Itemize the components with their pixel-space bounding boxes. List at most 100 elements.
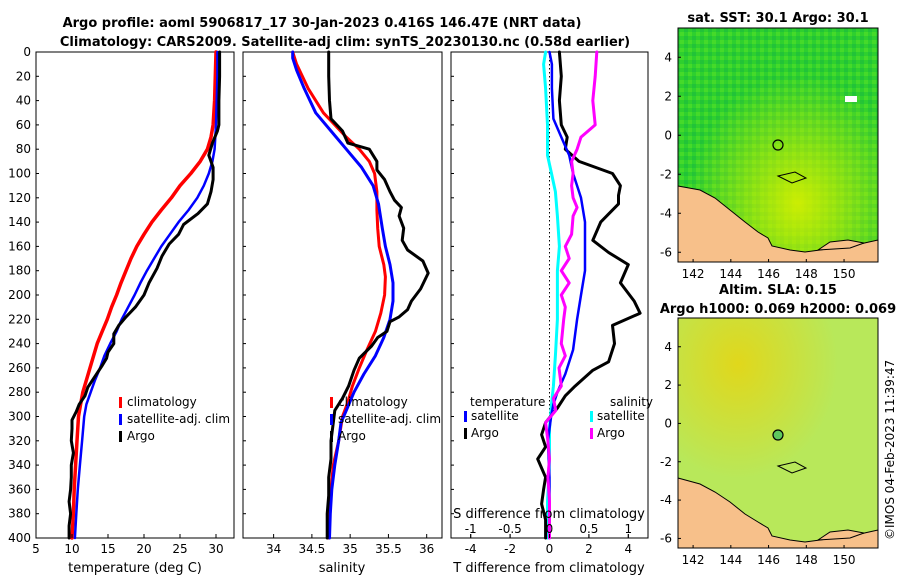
y-tick-label: 200 (8, 288, 31, 302)
legend-swatch-satellite (330, 414, 333, 425)
y-tick-label: 40 (16, 94, 31, 108)
sst-axes (677, 27, 879, 263)
y-tick-label: 320 (8, 434, 31, 448)
x-tick-label: 30 (208, 542, 223, 556)
map-x-tick-label: 148 (795, 267, 818, 281)
series-satellite-adj-clim (291, 50, 395, 540)
y-tick-label: 100 (8, 167, 31, 181)
series-satellite-adj-clim (73, 50, 219, 540)
y-tick-label: 160 (8, 239, 31, 253)
map-y-tick-label: -2 (660, 167, 672, 181)
y-tick-label: 360 (8, 482, 31, 496)
legend-satellite: satellite-adj. clim (338, 412, 441, 426)
map-x-tick-label: 144 (719, 553, 742, 567)
temperature-legend: climatology satellite-adj. clim Argo (119, 395, 230, 443)
map-x-tick-label: 146 (757, 553, 780, 567)
series-s-satellite (546, 50, 587, 540)
legend-swatch-climatology (330, 397, 333, 408)
x-tick-label: 25 (172, 542, 187, 556)
x-tick-label: 15 (100, 542, 115, 556)
series-climatology (291, 50, 387, 540)
legend-s-argo: Argo (597, 426, 625, 440)
y-tick-label: 180 (8, 264, 31, 278)
legend-climatology: climatology (338, 395, 408, 409)
map-y-tick-label: -6 (660, 245, 672, 259)
legend-salinity-title: salinity (610, 395, 653, 409)
y-tick-label: 60 (16, 118, 31, 132)
map-y-tick-label: -2 (660, 455, 672, 469)
y-tick-label: 80 (16, 142, 31, 156)
legend-t-argo: Argo (471, 426, 499, 440)
y-tick-label: 140 (8, 215, 31, 229)
x-tick-label: 10 (64, 542, 79, 556)
x-tick-label: 34.5 (299, 542, 326, 556)
x-tick-label: -1 (465, 522, 477, 536)
map-y-tick-label: 2 (664, 378, 672, 392)
y-tick-label: 0 (23, 45, 31, 59)
x-tick-label: 0 (546, 522, 554, 536)
x-tick-label: 1 (624, 522, 632, 536)
salinity-legend: climatology satellite-adj. clim Argo (330, 395, 441, 443)
map-y-tick-label: 2 (664, 89, 672, 103)
y-tick-label: 380 (8, 507, 31, 521)
y-tick-label: 300 (8, 410, 31, 424)
legend-satellite: satellite-adj. clim (127, 412, 230, 426)
y-tick-label: 260 (8, 361, 31, 375)
series-t-argo (536, 50, 642, 540)
legend-swatch-argo (330, 431, 333, 442)
map-y-tick-label: 4 (664, 340, 672, 354)
y-tick-label: 280 (8, 385, 31, 399)
salinity-xlabel: salinity (319, 561, 366, 576)
x-tick-label: -2 (504, 542, 516, 556)
x-tick-label: 35.5 (375, 542, 402, 556)
sla-reef (776, 461, 808, 474)
legend-climatology: climatology (127, 395, 197, 409)
legend-swatch-t-satellite (464, 411, 467, 422)
legend-swatch-s-satellite (590, 411, 593, 422)
s-diff-xlabel: S difference from climatology (453, 507, 645, 522)
difference-legend: temperature satellite Argo salinity sate… (464, 395, 653, 440)
y-tick-label: 120 (8, 191, 31, 205)
sla-axes (677, 317, 879, 549)
x-tick-label: 4 (624, 542, 632, 556)
y-tick-label: 240 (8, 337, 31, 351)
y-tick-label: 340 (8, 458, 31, 472)
x-tick-label: 35 (343, 542, 358, 556)
series-argo (325, 50, 430, 540)
legend-argo: Argo (127, 429, 155, 443)
x-tick-label: 20 (136, 542, 151, 556)
x-tick-label: -4 (465, 542, 477, 556)
sla-island (816, 529, 866, 541)
x-tick-label: 5 (32, 542, 40, 556)
x-tick-label: -0.5 (498, 522, 521, 536)
map-x-tick-label: 146 (757, 267, 780, 281)
map-y-tick-label: -6 (660, 531, 672, 545)
legend-s-satellite: satellite (597, 409, 645, 423)
map-y-tick-label: 0 (664, 416, 672, 430)
map-x-tick-label: 150 (833, 553, 856, 567)
legend-swatch-climatology (119, 397, 122, 408)
sst-missing-cell (845, 96, 857, 102)
sst-argo-marker (772, 139, 784, 151)
salinity-axes (242, 51, 443, 539)
map-x-tick-label: 142 (682, 267, 705, 281)
series-climatology (70, 50, 218, 540)
map-y-tick-label: -4 (660, 493, 672, 507)
legend-swatch-satellite (119, 414, 122, 425)
map-x-tick-label: 150 (833, 267, 856, 281)
legend-t-satellite: satellite (471, 409, 519, 423)
x-tick-label: 0.5 (579, 522, 598, 536)
x-tick-label: 0 (546, 542, 554, 556)
title-line2: Climatology: CARS2009. Satellite-adj cli… (60, 35, 630, 50)
legend-temperature-title: temperature (470, 395, 545, 409)
y-tick-label: 20 (16, 69, 31, 83)
y-tick-label: 220 (8, 312, 31, 326)
sla-map-title: Altim. SLA: 0.15 (719, 283, 837, 298)
map-x-tick-label: 144 (719, 267, 742, 281)
sst-reef (776, 171, 808, 184)
legend-swatch-t-argo (464, 428, 467, 439)
sla-map (677, 317, 879, 549)
sla-map-subtitle: Argo h1000: 0.069 h2000: 0.069 (660, 302, 896, 317)
map-x-tick-label: 142 (682, 553, 705, 567)
sst-map (677, 27, 879, 263)
